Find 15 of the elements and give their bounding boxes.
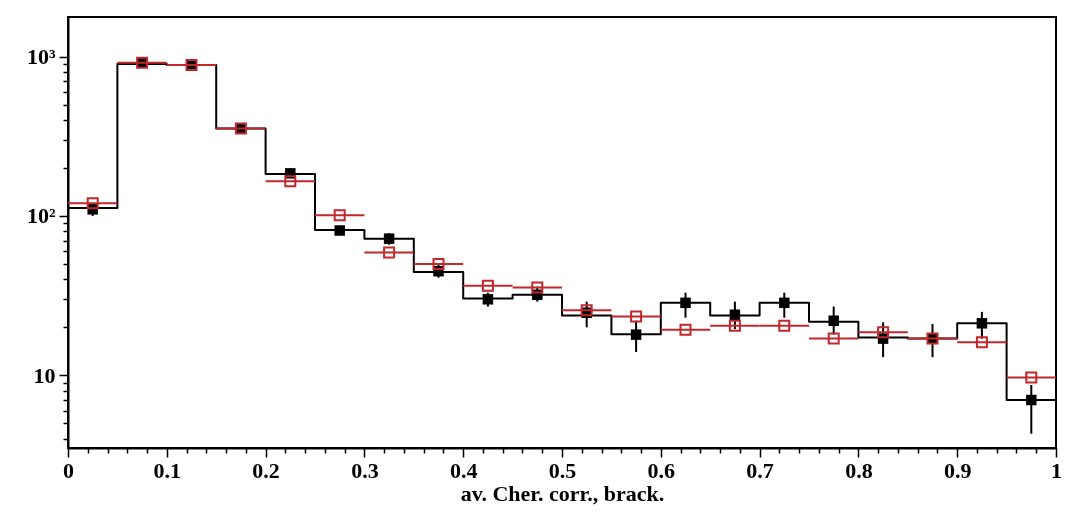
x-tick-label: 0.6 — [647, 457, 676, 483]
x-tick-label: 0.3 — [351, 457, 379, 483]
y-tick-label: 10 — [33, 362, 56, 388]
x-tick-label: 0.5 — [548, 457, 577, 483]
x-tick-label: 0.8 — [845, 457, 873, 483]
x-tick-label: 0.7 — [746, 457, 774, 483]
x-tick-label: 0.2 — [252, 457, 280, 483]
x-tick-label: 0.4 — [449, 457, 478, 483]
x-tick-label: 0.1 — [153, 457, 182, 483]
y-tick-label: 10² — [26, 203, 56, 229]
x-axis-title: av. Cher. corr., brack. — [460, 480, 665, 506]
x-tick-label: 1 — [1051, 457, 1062, 483]
x-tick-label: 0 — [63, 457, 74, 483]
y-tick-label: 10³ — [26, 44, 56, 70]
x-tick-label: 0.9 — [943, 457, 972, 483]
